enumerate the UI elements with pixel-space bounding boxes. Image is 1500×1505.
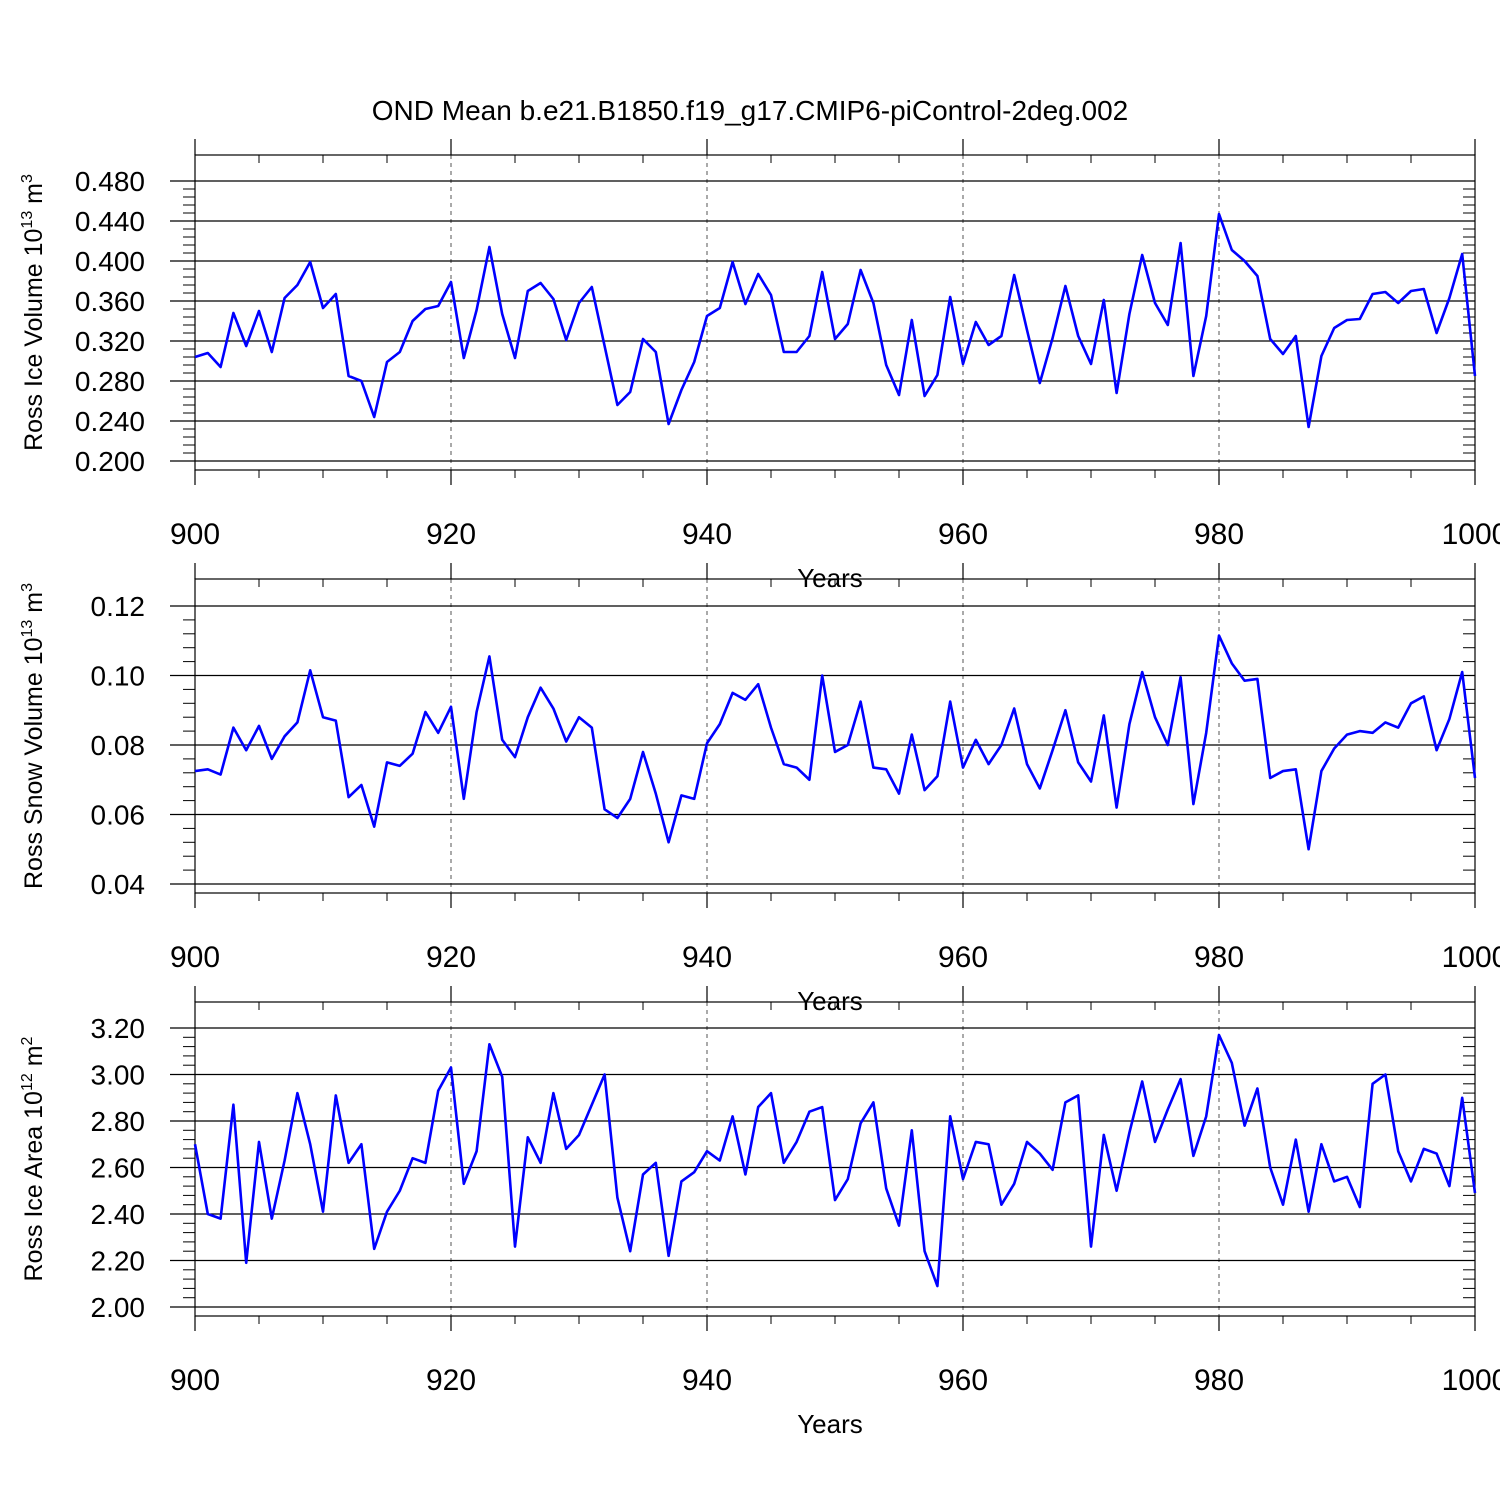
plot-frame	[194, 578, 1476, 894]
x-tick-label: 900	[170, 1364, 220, 1397]
x-tick-label: 960	[938, 941, 988, 974]
y-tick-label: 0.400	[75, 246, 145, 277]
x-tick-label: 1000	[1442, 518, 1500, 551]
y-tick-label: 3.00	[91, 1060, 146, 1091]
y-axis-label-main: Ross Ice Volume 10	[20, 229, 48, 451]
y-tick-label: 0.480	[75, 166, 145, 197]
y-tick-label: 2.60	[91, 1153, 146, 1184]
y-axis-label-unit: m	[20, 592, 48, 620]
x-axis-label: Years	[797, 563, 863, 593]
x-tick-label: 940	[682, 941, 732, 974]
series-line	[194, 212, 1477, 429]
panel-ice-volume: 0.200 0.240 0.280 0.320 0.360 0.400 0.440 0.480…	[19, 139, 1500, 593]
y-axis-label: Ross Ice Volume 1013 m3	[19, 174, 48, 451]
y-tick-label: 0.440	[75, 206, 145, 237]
x-tick-label: 980	[1194, 1364, 1244, 1397]
y-tick-label: 0.200	[75, 446, 145, 477]
x-tick-label: 980	[1194, 941, 1244, 974]
x-tick-label: 920	[426, 941, 476, 974]
y-tick-label: 0.360	[75, 286, 145, 317]
panel-ice-area: 2.00 2.20 2.40 2.60 2.80 3.00 3.20 900 920 940 960…	[19, 986, 1500, 1439]
y-axis-label-unit: m	[20, 1045, 48, 1073]
x-axis-label: Years	[797, 1409, 863, 1439]
x-tick-label: 900	[170, 941, 220, 974]
x-tick-label: 1000	[1442, 1364, 1500, 1397]
series-line	[193, 1033, 1477, 1288]
y-axis-label-exponent: 13	[19, 620, 36, 638]
x-tick-label: 1000	[1442, 941, 1500, 974]
x-tick-label: 960	[938, 518, 988, 551]
y-tick-label: 0.06	[91, 800, 146, 831]
y-tick-label: 2.40	[91, 1199, 146, 1230]
plot-frame	[194, 154, 1476, 471]
y-tick-label: 2.20	[91, 1246, 146, 1277]
y-tick-label: 0.280	[75, 366, 145, 397]
y-axis-label-unit-exponent: 3	[19, 583, 36, 592]
y-tick-label: 0.320	[75, 326, 145, 357]
plot-frame	[194, 1001, 1476, 1317]
y-tick-label: 0.04	[91, 869, 146, 900]
series-line	[194, 634, 1477, 851]
y-axis-label: Ross Snow Volume 1013 m3	[19, 583, 48, 889]
y-axis-label-unit-exponent: 2	[19, 1036, 36, 1045]
y-axis-label-exponent: 13	[19, 211, 36, 229]
y-axis-label-unit: m	[20, 183, 48, 211]
x-tick-label: 920	[426, 1364, 476, 1397]
y-tick-label: 0.12	[91, 591, 146, 622]
y-axis-label-unit-exponent: 3	[19, 174, 36, 183]
y-axis-label-main: Ross Snow Volume 10	[20, 637, 48, 889]
y-tick-label: 2.00	[91, 1292, 146, 1323]
figure-title: OND Mean b.e21.B1850.f19_g17.CMIP6-piCon…	[372, 95, 1128, 126]
y-tick-label: 3.20	[91, 1013, 146, 1044]
y-tick-label: 0.10	[91, 661, 146, 692]
y-tick-label: 0.08	[91, 730, 146, 761]
panel-snow-volume: 0.040.060.080.100.129009209409609801000 …	[19, 563, 1500, 1016]
x-tick-label: 960	[938, 1364, 988, 1397]
y-axis-label-main: Ross Ice Area 10	[20, 1091, 48, 1281]
x-axis-label: Years	[797, 986, 863, 1016]
x-tick-label: 940	[682, 518, 732, 551]
x-tick-label: 920	[426, 518, 476, 551]
x-tick-label: 900	[170, 518, 220, 551]
y-tick-label: 2.80	[91, 1106, 146, 1137]
y-axis-label-exponent: 12	[19, 1073, 36, 1091]
y-axis-label: Ross Ice Area 1012 m2	[19, 1036, 48, 1281]
y-tick-label: 0.240	[75, 406, 145, 437]
x-tick-label: 940	[682, 1364, 732, 1397]
x-tick-label: 980	[1194, 518, 1244, 551]
